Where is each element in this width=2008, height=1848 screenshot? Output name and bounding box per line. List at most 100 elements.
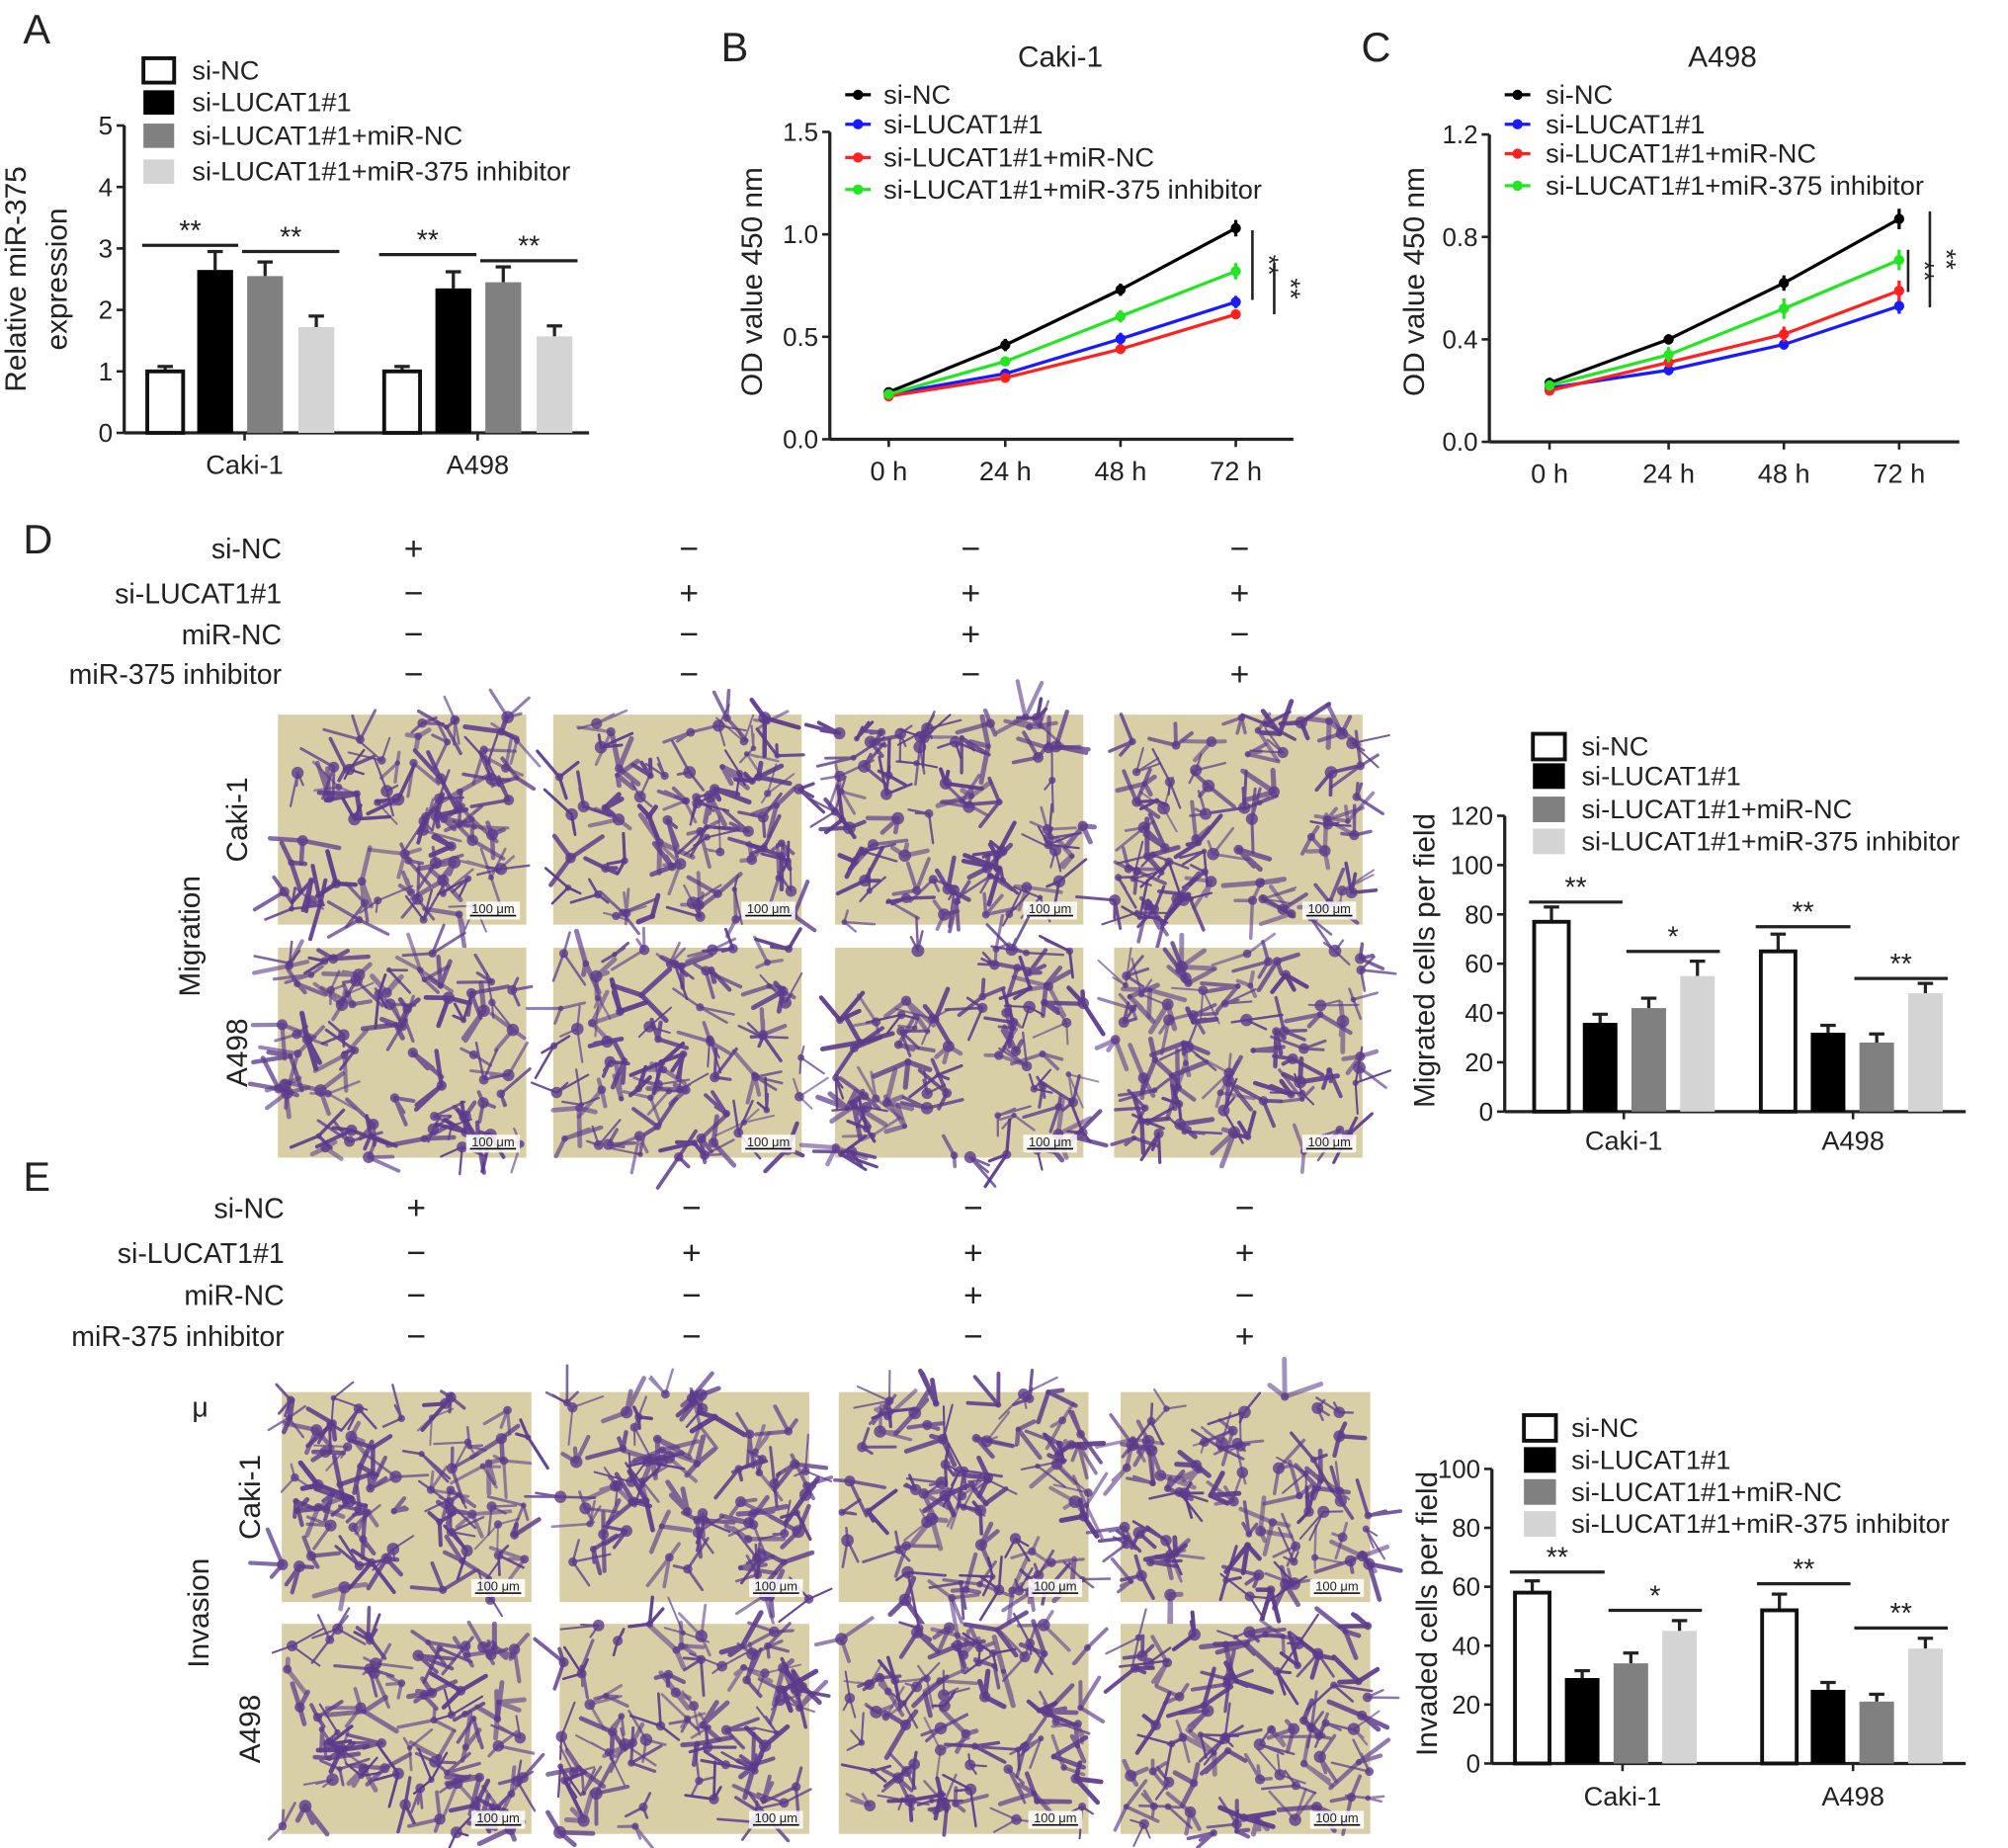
stained-cell <box>1138 1818 1149 1829</box>
stained-cell <box>1207 847 1219 861</box>
stained-cell <box>1141 1104 1149 1112</box>
stained-cell <box>545 1748 607 1790</box>
stained-cell <box>324 1089 332 1098</box>
stained-cell <box>267 1404 307 1439</box>
stained-cell <box>383 998 396 1011</box>
stained-cell <box>1077 1704 1084 1712</box>
bar <box>1810 1689 1846 1764</box>
stained-cell <box>425 1638 432 1645</box>
y-tick-label: 80 <box>1452 1515 1480 1543</box>
micrograph: 100 μm <box>1103 1606 1400 1848</box>
section-label: Migration <box>174 876 207 997</box>
stained-cell <box>988 1649 997 1657</box>
stained-cell <box>1273 1462 1285 1474</box>
x-tick-label: 48 h <box>1094 456 1146 486</box>
stained-cell <box>859 875 872 887</box>
stained-cell <box>598 1529 610 1540</box>
stained-cell <box>1164 1588 1177 1602</box>
stained-cell <box>748 1519 759 1530</box>
stained-cell <box>1148 851 1157 859</box>
stained-cell <box>419 915 428 924</box>
stained-cell <box>929 1798 935 1804</box>
stained-cell <box>1274 1769 1286 1781</box>
stained-cell <box>360 898 370 907</box>
stained-cell <box>1345 818 1351 824</box>
stained-cell <box>854 735 860 742</box>
stained-cell <box>670 1687 681 1698</box>
stained-cell <box>779 1798 790 1808</box>
stained-cell <box>1309 1456 1317 1464</box>
scale-bar-label: 100 μm <box>747 901 790 916</box>
y-tick-label: 0.8 <box>1442 224 1477 252</box>
stained-cell <box>320 1142 331 1153</box>
stained-cell <box>1048 776 1056 785</box>
stained-cell <box>364 1632 373 1640</box>
stained-cell <box>331 879 342 889</box>
data-point <box>1115 310 1127 322</box>
stained-cell <box>858 1739 866 1746</box>
stained-cell <box>462 1651 470 1659</box>
stained-cell <box>696 1133 707 1144</box>
stained-cell <box>1038 1081 1047 1091</box>
stained-cell <box>1186 1831 1215 1848</box>
stained-cell <box>693 1460 701 1469</box>
stained-cell <box>695 911 706 922</box>
stained-cell <box>1206 736 1217 747</box>
y-tick-label: 0 <box>99 420 113 448</box>
stained-cell <box>1065 947 1074 956</box>
stained-cell <box>1335 1486 1344 1495</box>
significance-label: ** <box>1793 1554 1814 1585</box>
stained-cell <box>460 1017 467 1024</box>
stained-cell <box>389 1093 400 1103</box>
stained-cell <box>1185 891 1192 898</box>
stained-cell <box>1208 1470 1242 1506</box>
stained-cell <box>412 1649 424 1662</box>
stained-cell <box>1109 894 1122 906</box>
micrograph: 100 μm <box>803 679 1097 934</box>
bar <box>1907 993 1943 1112</box>
stained-cell <box>1298 1043 1309 1054</box>
stained-cell <box>731 914 740 924</box>
stained-cell <box>340 1050 349 1059</box>
micrograph: 100 μm <box>252 688 542 953</box>
stained-cell <box>1210 1829 1217 1837</box>
stained-cell <box>390 1507 397 1515</box>
stained-cell <box>1355 953 1366 965</box>
stained-cell <box>1150 1387 1187 1427</box>
bar <box>1513 1590 1552 1766</box>
panel-label: D <box>23 516 52 562</box>
stained-cell <box>727 944 738 954</box>
stained-cell <box>359 1535 368 1544</box>
stained-cell <box>514 775 520 781</box>
stained-cell <box>678 962 686 970</box>
stained-cell <box>754 1706 778 1734</box>
stained-cell <box>734 1465 743 1473</box>
stained-cell <box>1051 1718 1060 1726</box>
stained-cell <box>838 1508 846 1516</box>
stained-cell <box>328 761 340 773</box>
stained-cell <box>286 1414 293 1421</box>
stained-cell <box>832 1074 840 1082</box>
legend-label: si-LUCAT1#1 <box>1571 1444 1730 1474</box>
y-tick-label: 100 <box>1438 1456 1480 1483</box>
stained-cell <box>628 1759 635 1767</box>
stained-cell <box>1043 832 1054 844</box>
condition-sign: + <box>961 576 980 613</box>
stained-cell <box>288 1053 293 1059</box>
stained-cell <box>368 1119 379 1130</box>
stained-cell <box>1131 767 1141 777</box>
stained-cell <box>1272 1027 1281 1037</box>
stained-cell <box>1287 1052 1298 1064</box>
legend-label: si-LUCAT1#1+miR-NC <box>192 120 462 150</box>
stained-cell <box>798 1488 812 1501</box>
stained-cell <box>918 1488 930 1499</box>
stained-cell <box>785 885 797 897</box>
stained-cell <box>883 771 893 781</box>
stained-cell <box>981 863 993 874</box>
stained-cell <box>898 1593 912 1607</box>
condition-sign: − <box>679 656 699 693</box>
stained-cell <box>1180 1040 1187 1047</box>
legend-swatch <box>1522 1413 1558 1443</box>
stained-cell <box>380 785 393 798</box>
stained-cell <box>279 886 290 897</box>
